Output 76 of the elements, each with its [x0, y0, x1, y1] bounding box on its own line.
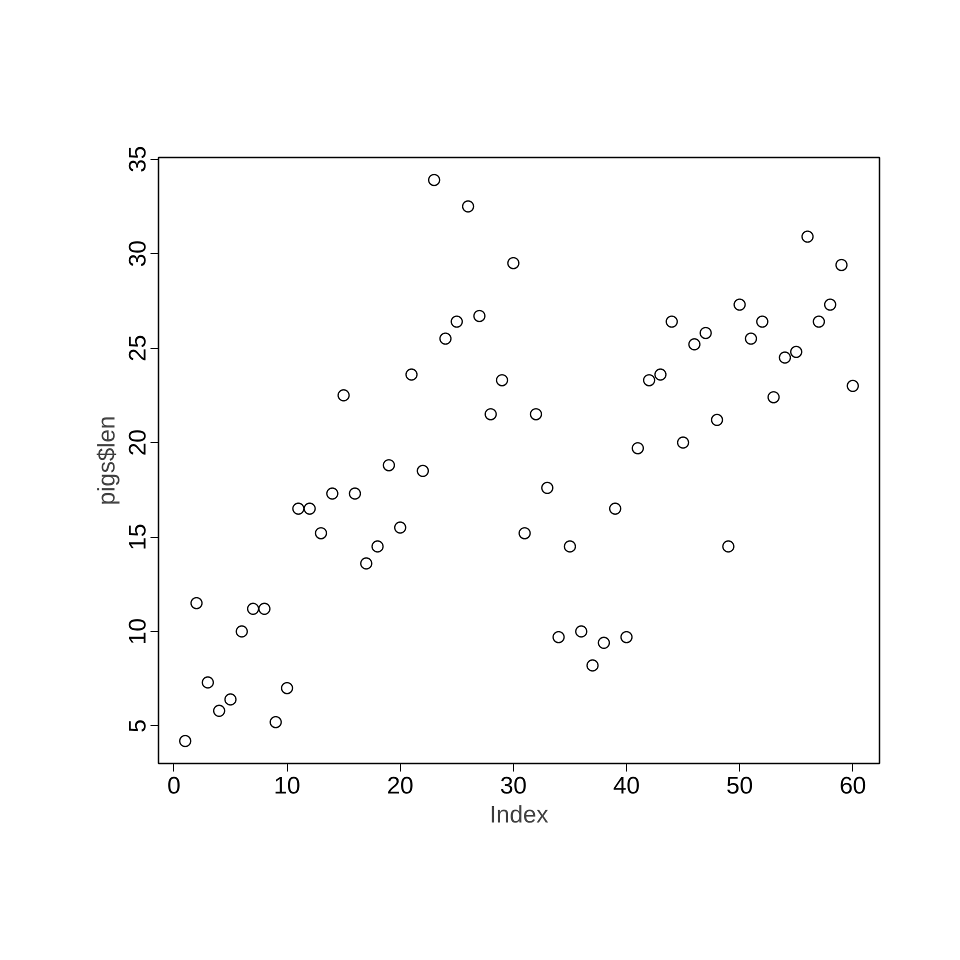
point: [337, 389, 350, 402]
point: [824, 298, 836, 311]
point: [756, 316, 768, 328]
point: [462, 200, 474, 213]
y-tick-label: 5: [124, 719, 152, 733]
point: [541, 482, 554, 494]
point: [586, 659, 599, 672]
point: [202, 676, 214, 689]
point: [213, 704, 226, 717]
point: [450, 316, 463, 328]
point: [666, 316, 678, 328]
point: [270, 716, 282, 728]
point: [236, 625, 248, 638]
point: [812, 316, 825, 328]
point: [744, 332, 758, 345]
point: [700, 326, 712, 340]
point: [767, 391, 780, 404]
point: [304, 502, 316, 515]
point: [710, 414, 724, 426]
point: [292, 502, 305, 515]
x-tick-label: 50: [726, 772, 753, 800]
point: [733, 298, 746, 311]
point: [179, 734, 192, 748]
point: [778, 351, 792, 364]
point: [620, 630, 633, 644]
point: [258, 602, 271, 615]
point: [371, 540, 384, 553]
point: [280, 682, 294, 694]
y-tick-label: 25: [124, 334, 152, 362]
point: [598, 636, 610, 649]
point: [507, 256, 520, 270]
y-tick-label: 35: [124, 146, 152, 173]
x-tick-label: 10: [274, 772, 300, 800]
point: [609, 502, 622, 515]
point: [394, 521, 406, 534]
point: [676, 436, 690, 449]
point: [405, 368, 418, 381]
point: [326, 487, 338, 500]
point: [314, 527, 328, 540]
point: [552, 630, 565, 644]
point: [484, 408, 497, 420]
point: [722, 540, 734, 553]
point: [382, 459, 396, 472]
x-axis-title: Index: [490, 802, 548, 828]
point: [835, 258, 848, 272]
point: [348, 487, 362, 500]
point: [416, 464, 429, 478]
point: [654, 368, 667, 381]
point: [439, 332, 452, 345]
x-tick-label: 30: [500, 772, 527, 800]
point: [473, 310, 486, 322]
x-tick-label: 40: [613, 772, 640, 800]
y-axis-title: pigs$len: [94, 416, 120, 506]
point: [801, 230, 814, 243]
point: [360, 557, 372, 570]
point: [846, 380, 859, 392]
point: [790, 346, 802, 358]
y-tick-label: 15: [124, 524, 152, 550]
point: [564, 540, 576, 553]
point: [530, 408, 542, 420]
point: [224, 693, 237, 706]
point: [190, 596, 203, 610]
point: [518, 527, 531, 540]
point: [688, 338, 701, 350]
y-tick-label: 20: [124, 429, 152, 456]
point: [428, 174, 440, 186]
point: [496, 374, 508, 386]
point: [575, 625, 588, 638]
point: [642, 374, 656, 386]
x-tick-label: 20: [386, 772, 414, 800]
point: [246, 602, 260, 615]
point: [632, 442, 644, 454]
y-tick-label: 30: [124, 240, 152, 267]
x-tick-label: 60: [839, 772, 866, 800]
y-tick-label: 10: [124, 618, 152, 645]
x-tick-label: 0: [167, 772, 181, 800]
